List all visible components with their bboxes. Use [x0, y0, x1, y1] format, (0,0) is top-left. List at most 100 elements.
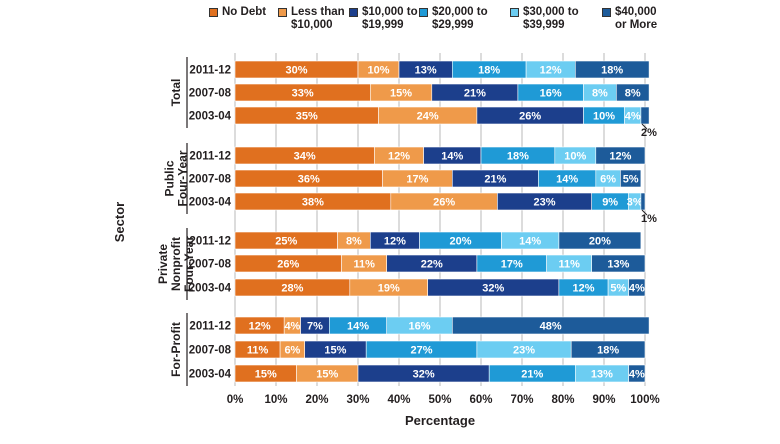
bar-segment	[640, 192, 646, 211]
data-label: 7%	[307, 321, 323, 333]
legend-label: $30,000 to $39,999	[523, 6, 579, 31]
x-tick-label: 100%	[630, 394, 659, 406]
data-label: 10%	[593, 111, 615, 123]
data-label: 12%	[609, 151, 631, 163]
group-label: For-Profit	[169, 322, 183, 377]
bar-segment	[640, 106, 650, 125]
data-label: 23%	[513, 345, 535, 357]
data-label: 35%	[296, 111, 318, 123]
data-label: 18%	[601, 65, 623, 77]
data-label: 32%	[482, 283, 504, 295]
group-label: PublicFour-Year	[163, 150, 190, 206]
data-label: 12%	[249, 321, 271, 333]
data-label: 4%	[629, 369, 645, 381]
x-tick-label: 50%	[428, 394, 451, 406]
group-total: Total 2011-12 30% 10% 13% 18% 12% 18% 2007-08 33%…	[169, 57, 657, 139]
year-label: 2007-08	[189, 88, 232, 100]
outside-data-label: 1%	[641, 213, 657, 225]
data-label: 36%	[298, 174, 320, 186]
bar-segment	[591, 254, 646, 273]
data-label: 13%	[415, 65, 437, 77]
y-axis-title: Sector	[112, 202, 127, 242]
data-label: 19%	[378, 283, 400, 295]
bar-segment	[615, 83, 650, 102]
data-label: 6%	[600, 174, 616, 186]
data-label: 8%	[346, 236, 362, 248]
data-label: 30%	[285, 65, 307, 77]
group-label: PrivateNonprofitFour-Year	[156, 236, 196, 292]
data-label: 21%	[484, 174, 506, 186]
data-label: 20%	[589, 236, 611, 248]
legend-swatch	[602, 8, 611, 17]
data-label: 23%	[534, 197, 556, 209]
data-label: 26%	[277, 259, 299, 271]
data-label: 5%	[610, 283, 626, 295]
legend-swatch	[419, 8, 428, 17]
group-label: Total	[169, 79, 183, 107]
legend-swatch	[278, 8, 287, 17]
bar-segment	[570, 340, 646, 359]
legend-label: No Debt	[222, 6, 267, 18]
bar-segment	[574, 60, 650, 79]
legend-label: $40,000 or More	[615, 6, 658, 31]
data-label: 18%	[597, 345, 619, 357]
data-label: 12%	[572, 283, 594, 295]
x-tick-label: 60%	[469, 394, 492, 406]
x-tick-labels: 0% 10% 20% 30% 40% 50% 60% 70% 80% 90% 100%	[227, 394, 660, 406]
group-public-four-year: PublicFour-Year 2011-12 34% 12% 14% 18% 10% 12%…	[163, 143, 657, 225]
year-label: 2003-04	[189, 197, 232, 209]
leader-line	[641, 123, 648, 130]
x-tick-label: 80%	[551, 394, 574, 406]
data-label: 4%	[629, 283, 645, 295]
data-label: 26%	[519, 111, 541, 123]
data-label: 12%	[540, 65, 562, 77]
gridlines	[234, 53, 646, 386]
data-label: 12%	[388, 151, 410, 163]
data-label: 18%	[478, 65, 500, 77]
data-label: 34%	[294, 151, 316, 163]
data-label: 24%	[417, 111, 439, 123]
data-label: 8%	[625, 88, 641, 100]
year-label: 2011-12	[189, 151, 231, 163]
data-label: 15%	[255, 369, 277, 381]
year-label: 2011-12	[189, 236, 231, 248]
data-label: 21%	[521, 369, 543, 381]
data-label: 13%	[591, 369, 613, 381]
data-label: 16%	[408, 321, 430, 333]
data-label: 14%	[519, 236, 541, 248]
data-label: 9%	[602, 197, 618, 209]
data-label: 26%	[433, 197, 455, 209]
data-label: 3%	[627, 197, 643, 209]
data-label: 16%	[540, 88, 562, 100]
data-label: 15%	[316, 369, 338, 381]
data-label: 15%	[390, 88, 412, 100]
data-label: 4%	[625, 111, 641, 123]
data-label: 14%	[556, 174, 578, 186]
data-label: 10%	[367, 65, 389, 77]
x-tick-label: 10%	[264, 394, 287, 406]
x-tick-label: 20%	[305, 394, 328, 406]
x-axis-title: Percentage	[405, 413, 475, 428]
x-tick-label: 70%	[510, 394, 533, 406]
group-for-profit: For-Profit 2011-12 12% 4% 7% 14% 16% 48% 2007-08…	[169, 313, 650, 386]
data-label: 33%	[292, 88, 314, 100]
legend-swatch	[510, 8, 519, 17]
data-label: 12%	[384, 236, 406, 248]
year-label: 2007-08	[189, 174, 232, 186]
data-label: 17%	[406, 174, 428, 186]
leader-line	[641, 209, 648, 216]
year-label: 2011-12	[189, 321, 231, 333]
data-label: 28%	[281, 283, 303, 295]
legend: No Debt Less than $10,000 $10,000 to $19,9…	[0, 6, 780, 46]
data-label: 25%	[275, 236, 297, 248]
data-label: 6%	[284, 345, 300, 357]
bar-segment	[620, 169, 642, 188]
data-label: 27%	[411, 345, 433, 357]
data-label: 14%	[441, 151, 463, 163]
year-label: 2007-08	[189, 259, 232, 271]
year-label: 2003-04	[189, 369, 232, 381]
data-label: 17%	[501, 259, 523, 271]
data-label: 13%	[607, 259, 629, 271]
